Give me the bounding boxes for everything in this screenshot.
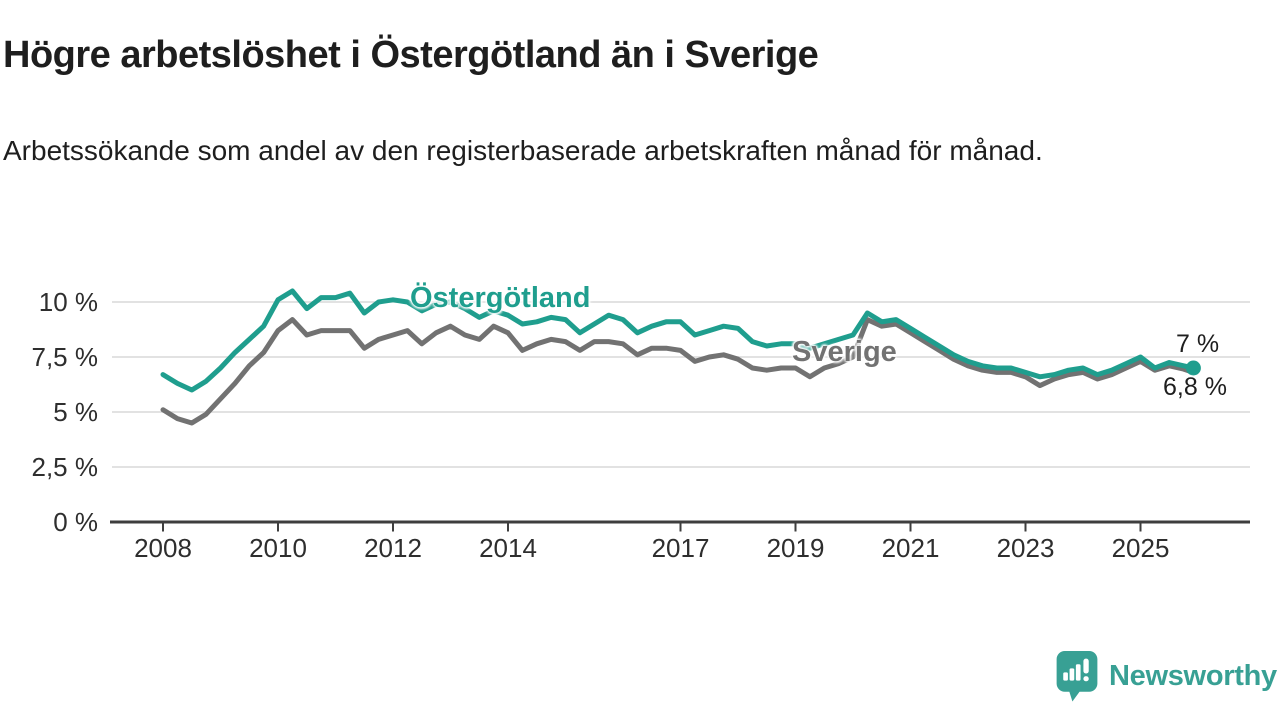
x-tick-label: 2021 bbox=[882, 533, 940, 563]
series-end-dot bbox=[1185, 360, 1201, 376]
page-title: Högre arbetslöshet i Östergötland än i S… bbox=[3, 34, 819, 76]
x-tick-label: 2019 bbox=[767, 533, 825, 563]
x-tick-label: 2014 bbox=[479, 533, 537, 563]
y-tick-label: 7,5 % bbox=[32, 342, 99, 372]
end-value-label-sverige: 6,8 % bbox=[1163, 373, 1227, 401]
end-value-label-ostergotland: 7 % bbox=[1176, 330, 1220, 358]
x-tick-label: 2017 bbox=[652, 533, 710, 563]
x-tick-label: 2025 bbox=[1112, 533, 1170, 563]
newsworthy-speech-bubble-chart-icon bbox=[1056, 651, 1098, 702]
newsworthy-logo-text: Newsworthy bbox=[1109, 660, 1277, 692]
series-line-sverige bbox=[160, 317, 1196, 426]
x-tick-label: 2012 bbox=[364, 533, 422, 563]
y-tick-label: 0 % bbox=[53, 507, 98, 537]
chart-subtitle: Arbetssökande som andel av den registerb… bbox=[3, 135, 1043, 166]
x-tick-label: 2008 bbox=[134, 533, 192, 563]
y-tick-label: 2,5 % bbox=[32, 452, 99, 482]
series-label-ostergotland: Östergötland bbox=[410, 282, 591, 314]
y-tick-label: 5 % bbox=[53, 397, 98, 427]
newsworthy-logo: Newsworthy bbox=[1054, 650, 1277, 703]
series-label-sverige: Sverige bbox=[792, 336, 897, 368]
x-tick-label: 2023 bbox=[997, 533, 1055, 563]
x-tick-label: 2010 bbox=[249, 533, 307, 563]
y-tick-label: 10 % bbox=[39, 287, 98, 317]
series-line-stergtland bbox=[160, 288, 1196, 393]
